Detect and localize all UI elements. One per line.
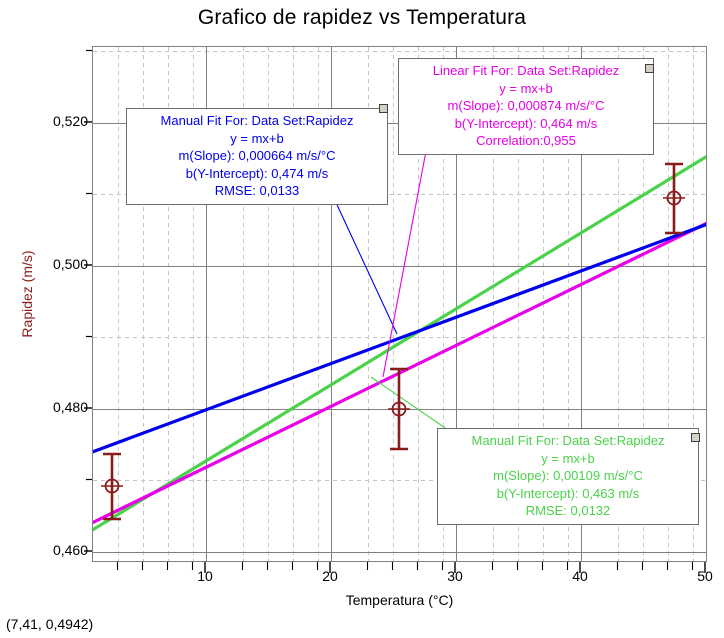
cursor-coordinate-readout: (7,41, 0,4942) <box>6 616 94 632</box>
y-tick-label: 0,520 <box>52 113 88 129</box>
callout-slope: m(Slope): 0,000664 m/s/°C <box>178 148 336 163</box>
callout-header: Manual Fit For: Data Set:Rapidez <box>471 433 665 448</box>
y-axis-title: Rapidez (m/s) <box>19 250 35 338</box>
x-tick-label: 40 <box>572 568 588 584</box>
data-series-rapidez <box>101 162 685 521</box>
resize-handle-manual-fit-green[interactable] <box>691 433 700 442</box>
x-tick-label: 20 <box>322 568 338 584</box>
callout-slope: m(Slope): 0,000874 m/s/°C <box>447 98 605 113</box>
resize-handle-manual-fit-blue[interactable] <box>379 104 388 113</box>
y-axis-tick-labels: 0,520 0,500 0,480 0,460 <box>0 0 88 638</box>
page-title: Grafico de rapidez vs Temperatura <box>197 6 527 29</box>
callout-stat: RMSE: 0,0133 <box>214 183 300 198</box>
callout-linear-fit-magenta[interactable]: Linear Fit For: Data Set:Rapidez y = mx+… <box>398 58 654 155</box>
callout-header: Manual Fit For: Data Set:Rapidez <box>160 113 354 128</box>
callout-manual-fit-blue[interactable]: Manual Fit For: Data Set:Rapidez y = mx+… <box>126 108 388 205</box>
callout-intercept: b(Y-Intercept): 0,474 m/s <box>185 165 329 181</box>
fit-line-manual-green <box>93 155 706 532</box>
x-tick-label: 50 <box>697 568 713 584</box>
minor-vertical-gridlines <box>118 47 694 561</box>
y-tick-label: 0,460 <box>52 542 88 558</box>
x-tick-label: 10 <box>197 568 213 584</box>
callout-header: Linear Fit For: Data Set:Rapidez <box>432 63 620 78</box>
callout-equation: y = mx+b <box>230 130 284 146</box>
callout-intercept: b(Y-Intercept): 0,464 m/s <box>454 115 598 131</box>
y-tick-label: 0,500 <box>52 256 88 272</box>
callout-stat: RMSE: 0,0132 <box>525 503 611 518</box>
callout-intercept: b(Y-Intercept): 0,463 m/s <box>496 485 640 501</box>
callout-slope: m(Slope): 0,00109 m/s/°C <box>493 468 643 483</box>
resize-handle-linear-fit-magenta[interactable] <box>645 64 654 73</box>
callout-stat: Correlation:0,955 <box>476 133 576 148</box>
y-tick-label: 0,480 <box>52 399 88 415</box>
callout-equation: y = mx+b <box>541 450 595 466</box>
fit-line-linear-magenta <box>93 221 706 524</box>
callout-equation: y = mx+b <box>499 80 553 96</box>
x-tick-label: 30 <box>447 568 463 584</box>
x-axis-title: Temperatura (°C) <box>345 592 454 608</box>
callout-manual-fit-green[interactable]: Manual Fit For: Data Set:Rapidez y = mx+… <box>437 428 699 525</box>
fit-line-manual-blue <box>93 222 706 454</box>
